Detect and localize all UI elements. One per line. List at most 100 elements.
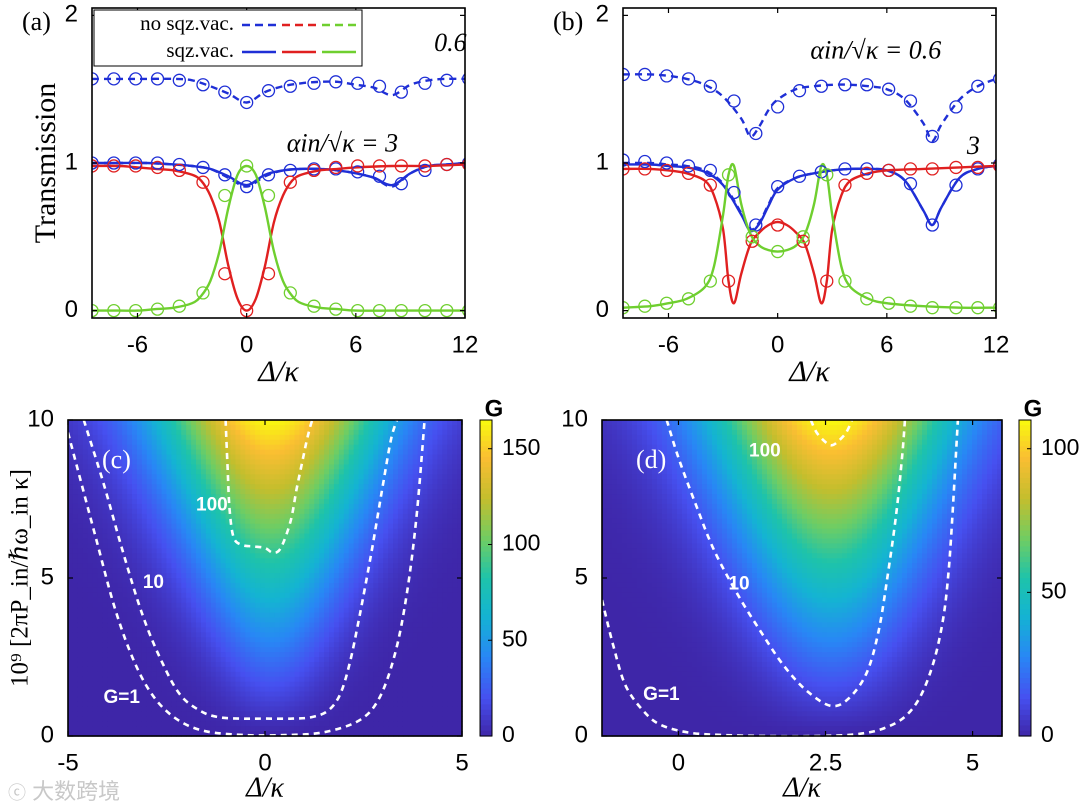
heatmap-cell — [402, 661, 409, 668]
heatmap-cell — [68, 558, 74, 564]
x-tick-label: 12 — [983, 331, 1010, 358]
heatmap-cell — [432, 538, 438, 545]
heatmap-cell — [324, 424, 330, 431]
heatmap-cell — [309, 439, 315, 446]
heatmap-cell — [378, 681, 384, 688]
data-marker — [107, 72, 121, 86]
heatmap-cell — [329, 420, 335, 426]
heatmap-cell — [358, 508, 365, 515]
data-marker — [727, 185, 741, 200]
heatmap-cell — [205, 592, 212, 599]
heatmap-cell — [220, 582, 227, 589]
heatmap-cell — [176, 429, 182, 436]
heatmap-cell — [191, 642, 197, 648]
heatmap-cell — [117, 424, 123, 431]
heatmap-cell — [304, 612, 310, 619]
heatmap-cell — [363, 523, 370, 530]
heatmap-cell — [324, 578, 330, 584]
heatmap-cell — [146, 439, 153, 446]
heatmap-cell — [388, 533, 394, 540]
heatmap-cell — [368, 657, 374, 663]
heatmap-cell — [329, 587, 335, 594]
heatmap-cell — [294, 691, 301, 698]
heatmap-cell — [378, 711, 384, 717]
heatmap-cell — [343, 592, 350, 599]
heatmap-cell — [314, 696, 320, 703]
heatmap-cell — [402, 642, 409, 648]
heatmap-cell — [186, 434, 192, 441]
heatmap-cell — [383, 716, 389, 722]
heatmap-cell — [210, 538, 217, 545]
heatmap-cell — [353, 454, 360, 461]
heatmap-cell — [77, 691, 84, 698]
heatmap-cell — [210, 523, 217, 530]
heatmap-cell — [250, 523, 256, 530]
heatmap-cell — [210, 607, 217, 614]
heatmap-cell — [92, 647, 99, 653]
heatmap-cell — [432, 528, 438, 535]
heatmap-cell — [117, 444, 123, 451]
heatmap-cell — [112, 573, 118, 579]
heatmap-cell — [72, 706, 79, 712]
heatmap-cell — [82, 676, 89, 683]
heatmap-cell — [146, 578, 153, 584]
heatmap-cell — [255, 494, 261, 500]
heatmap-cell — [191, 597, 197, 604]
heatmap-cell — [215, 474, 222, 480]
heatmap-cell — [146, 647, 153, 653]
heatmap-cell — [77, 424, 84, 431]
heatmap-cell — [166, 503, 173, 510]
heatmap-cell — [333, 582, 340, 589]
heatmap-cell — [373, 429, 379, 436]
heatmap-cell — [373, 558, 379, 564]
heatmap-cell — [265, 429, 271, 436]
heatmap-cell — [161, 444, 168, 451]
heatmap-cell — [225, 538, 232, 545]
heatmap-cell — [132, 420, 138, 426]
heatmap-cell — [353, 578, 360, 584]
heatmap-cell — [156, 671, 163, 678]
data-marker — [92, 156, 99, 170]
heatmap-cell — [427, 657, 434, 663]
heatmap-cell — [191, 711, 197, 717]
heatmap-cell — [397, 503, 404, 510]
heatmap-cell — [146, 691, 153, 698]
heatmap-cell — [397, 627, 404, 633]
heatmap-cell — [353, 518, 360, 525]
heatmap-cell — [176, 538, 182, 545]
heatmap-cell — [161, 578, 168, 584]
heatmap-cell — [314, 691, 320, 698]
heatmap-cell — [373, 582, 379, 589]
heatmap-cell — [407, 607, 414, 614]
heatmap-cell — [304, 661, 310, 668]
heatmap-cell — [383, 726, 389, 732]
heatmap-cell — [225, 642, 232, 648]
heatmap-cell — [141, 711, 148, 717]
heatmap-cell — [348, 647, 355, 653]
heatmap-cell — [181, 429, 187, 436]
heatmap-cell — [191, 696, 197, 703]
heatmap-cell — [97, 652, 104, 658]
heatmap-cell — [127, 716, 133, 722]
heatmap-cell — [117, 479, 123, 485]
heatmap-cell — [363, 647, 370, 653]
heatmap-cell — [274, 671, 281, 678]
heatmap-cell — [269, 637, 276, 643]
heatmap-cell — [220, 484, 227, 490]
heatmap-cell — [240, 726, 246, 732]
heatmap-cell — [132, 533, 138, 540]
heatmap-cell — [146, 568, 153, 574]
heatmap-cell — [146, 676, 153, 683]
heatmap-cell — [102, 597, 108, 604]
heatmap-cell — [309, 543, 315, 549]
heatmap-cell — [388, 548, 394, 554]
heatmap-cell — [309, 444, 315, 451]
heatmap-cell — [284, 420, 291, 426]
heatmap-cell — [102, 592, 108, 599]
heatmap-cell — [373, 622, 379, 628]
heatmap-cell — [368, 449, 374, 456]
heatmap-cell — [117, 607, 123, 614]
heatmap-cell — [353, 434, 360, 441]
heatmap-cell — [161, 429, 168, 436]
heatmap-cell — [422, 607, 429, 614]
